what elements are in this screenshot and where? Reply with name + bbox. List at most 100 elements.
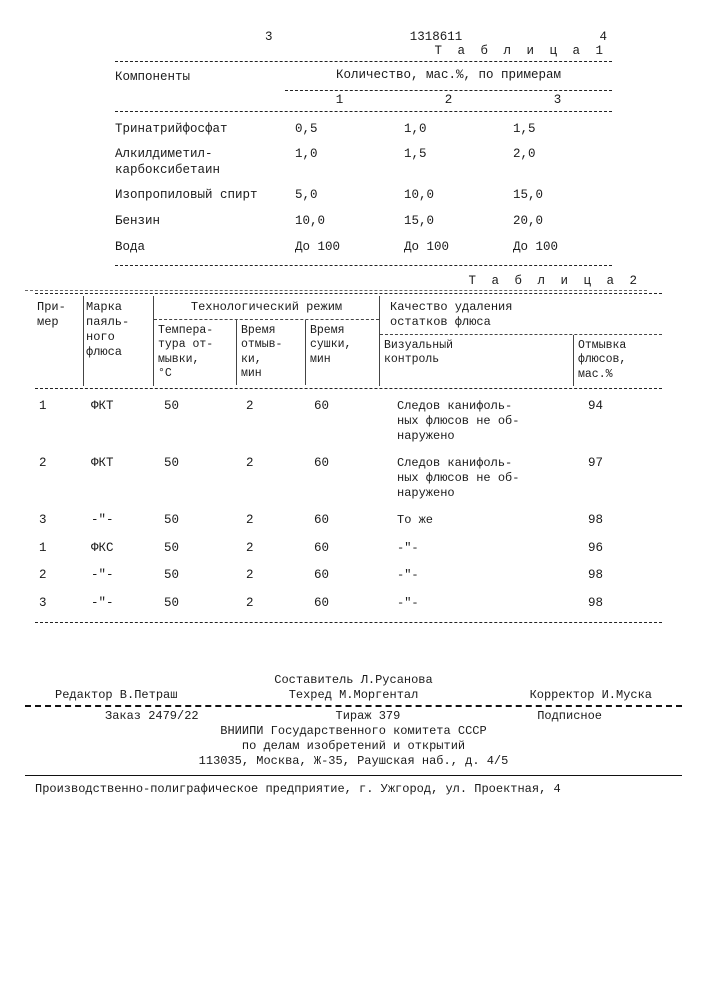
t1-h-left: Компоненты <box>115 64 285 108</box>
cell: -"- <box>393 594 584 614</box>
t2-h-c3b: Времяотмыв-ки,мин <box>237 320 306 386</box>
cell: 60 <box>310 397 393 446</box>
cell: Следов канифоль-ных флюсов не об-наружен… <box>393 397 584 446</box>
pub-line3: по делам изобретений и открытий <box>25 739 682 754</box>
cell: 50 <box>160 397 242 446</box>
cell: 2 <box>35 566 87 586</box>
subscr: Подписное <box>537 709 602 724</box>
cell: 50 <box>160 594 242 614</box>
row-label: Изопропиловый спирт <box>115 188 285 204</box>
t1-h-right: Количество, мас.%, по примерам <box>285 64 612 88</box>
cell: 1,0 <box>285 147 394 178</box>
cell: 1,0 <box>394 122 503 138</box>
table-row: 3-"-50260То же98 <box>35 511 662 531</box>
credits: Составитель Л.Русанова Редактор В.Петраш… <box>25 673 682 703</box>
pub-info: Заказ 2479/22 Тираж 379 Подписное ВНИИПИ… <box>25 709 682 769</box>
cell: -"- <box>393 566 584 586</box>
cell: -"- <box>393 539 584 559</box>
cell: То же <box>393 511 584 531</box>
t2-h-c2: Маркапаяль-ногофлюса <box>84 296 154 386</box>
cell: 2 <box>242 454 310 503</box>
cell: -"- <box>87 594 160 614</box>
cell: 2,0 <box>503 147 612 178</box>
cell: 98 <box>584 511 662 531</box>
tirage: Тираж 379 <box>336 709 401 724</box>
cell: 94 <box>584 397 662 446</box>
cell: 98 <box>584 566 662 586</box>
t2-h-c1: При-мер <box>35 296 84 386</box>
cell: 2 <box>242 594 310 614</box>
cell: 20,0 <box>503 214 612 230</box>
row-label: Тринатрийфосфат <box>115 122 285 138</box>
cell: До 100 <box>394 240 503 256</box>
cell: -"- <box>87 566 160 586</box>
footer: Производственно-полиграфическое предприя… <box>25 782 682 797</box>
cell: 50 <box>160 539 242 559</box>
cell: 97 <box>584 454 662 503</box>
t1-sub-2: 2 <box>394 93 503 109</box>
table2: При-мер Маркапаяль-ногофлюса Технологиче… <box>35 293 662 623</box>
cell: 5,0 <box>285 188 394 204</box>
cell: 1 <box>35 539 87 559</box>
table-row: Тринатрийфосфат0,51,01,5 <box>115 122 612 138</box>
cell: 50 <box>160 454 242 503</box>
row-label: Бензин <box>115 214 285 230</box>
cell: 3 <box>35 594 87 614</box>
cell: 96 <box>584 539 662 559</box>
cell: ФКС <box>87 539 160 559</box>
cell: До 100 <box>285 240 394 256</box>
corrector: Корректор И.Муска <box>530 688 652 703</box>
t2-h-c4top: Качество удаленияостатков флюса <box>380 296 662 335</box>
cell: 3 <box>35 511 87 531</box>
pub-line2: ВНИИПИ Государственного комитета СССР <box>25 724 682 739</box>
cell: 60 <box>310 454 393 503</box>
cell: 98 <box>584 594 662 614</box>
t2-h-c3c: Времясушки,мин <box>306 320 379 386</box>
cell: 60 <box>310 539 393 559</box>
cell: 60 <box>310 511 393 531</box>
table1: Компоненты Количество, мас.%, по примера… <box>115 61 612 266</box>
t2-h-c3a: Темпера-тура от-мывки,°С <box>154 320 237 386</box>
table1-label: Т а б л и ц а 1 <box>25 44 607 60</box>
cell: 60 <box>310 594 393 614</box>
editor: Редактор В.Петраш <box>55 688 177 703</box>
table-row: Изопропиловый спирт5,010,015,0 <box>115 188 612 204</box>
table-row: ВодаДо 100До 100До 100 <box>115 240 612 256</box>
cell: ФКТ <box>87 397 160 446</box>
page-left-no: 3 <box>265 30 273 46</box>
order-no: Заказ 2479/22 <box>105 709 199 724</box>
table-row: 3-"-50260-"-98 <box>35 594 662 614</box>
table-row: Алкилдиметил-карбоксибетаин1,01,52,0 <box>115 147 612 178</box>
cell: ФКТ <box>87 454 160 503</box>
cell: Следов канифоль-ных флюсов не об-наружен… <box>393 454 584 503</box>
row-label: Алкилдиметил-карбоксибетаин <box>115 147 285 178</box>
t2-h-c3top: Технологический режим <box>154 296 379 320</box>
cell: 1,5 <box>394 147 503 178</box>
cell: 10,0 <box>285 214 394 230</box>
cell: 0,5 <box>285 122 394 138</box>
cell: 50 <box>160 511 242 531</box>
cell: 15,0 <box>394 214 503 230</box>
cell: 1 <box>35 397 87 446</box>
t1-sub-3: 3 <box>503 93 612 109</box>
table-row: Бензин10,015,020,0 <box>115 214 612 230</box>
cell: -"- <box>87 511 160 531</box>
cell: До 100 <box>503 240 612 256</box>
t1-sub-1: 1 <box>285 93 394 109</box>
compiler: Составитель Л.Русанова <box>25 673 682 688</box>
cell: 50 <box>160 566 242 586</box>
table-row: 2-"-50260-"-98 <box>35 566 662 586</box>
pub-line4: 113035, Москва, Ж-35, Раушская наб., д. … <box>25 754 682 769</box>
table-row: 1ФКС50260-"-96 <box>35 539 662 559</box>
table-row: 1ФКТ50260Следов канифоль-ных флюсов не о… <box>35 397 662 446</box>
cell: 2 <box>242 539 310 559</box>
cell: 10,0 <box>394 188 503 204</box>
cell: 1,5 <box>503 122 612 138</box>
table-row: 2ФКТ50260Следов канифоль-ных флюсов не о… <box>35 454 662 503</box>
cell: 60 <box>310 566 393 586</box>
t2-h-c4b: Отмывкафлюсов,мас.% <box>574 335 662 386</box>
cell: 2 <box>242 566 310 586</box>
cell: 2 <box>242 511 310 531</box>
cell: 15,0 <box>503 188 612 204</box>
table2-label: Т а б л и ц а 2 <box>25 274 647 291</box>
